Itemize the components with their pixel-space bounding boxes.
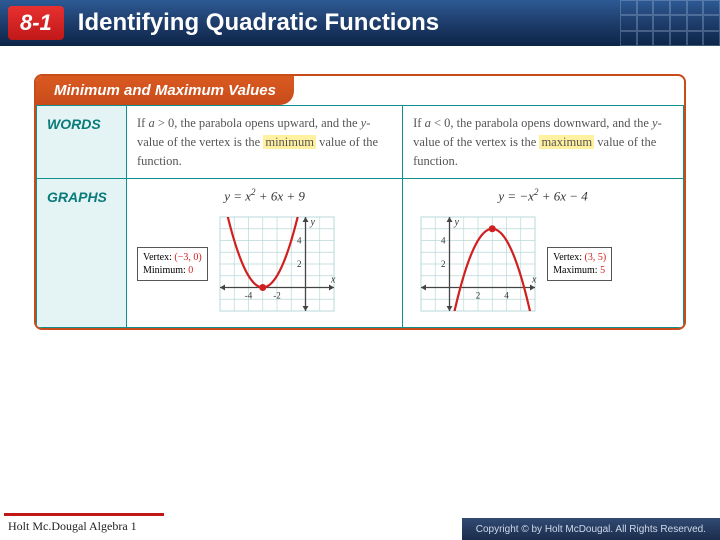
row-label-words: WORDS	[37, 106, 127, 179]
footer-right: Copyright © by Holt McDougal. All Rights…	[462, 518, 720, 540]
svg-text:-2: -2	[273, 290, 281, 300]
row-label-graphs: GRAPHS	[37, 179, 127, 327]
lesson-badge: 8-1	[8, 6, 64, 40]
words-row: WORDS If a > 0, the parabola opens upwar…	[37, 106, 684, 179]
content-area: Minimum and Maximum Values WORDS If a > …	[0, 46, 720, 358]
graph-right-cell: y = −x2 + 6x − 4 2 4 2 4 x y Vertex: (3, 5) M…	[403, 179, 684, 327]
plot-left: -4 -2 2 4 x y	[212, 209, 342, 319]
svg-text:2: 2	[441, 259, 446, 269]
graphs-row: GRAPHS y = x2 + 6x + 9 Vertex: (−3, 0) M…	[37, 179, 684, 327]
minmax-table: Minimum and Maximum Values WORDS If a > …	[34, 74, 686, 330]
page-title: Identifying Quadratic Functions	[78, 9, 439, 37]
plot-right: 2 4 2 4 x y	[413, 209, 543, 319]
footer-left: Holt Mc.Dougal Algebra 1	[8, 519, 137, 534]
svg-text:x: x	[531, 274, 537, 285]
graph-left-cell: y = x2 + 6x + 9 Vertex: (−3, 0) Minimum:…	[127, 179, 403, 327]
svg-text:4: 4	[297, 235, 302, 245]
svg-text:y: y	[454, 217, 460, 228]
callout-right: Vertex: (3, 5) Maximum: 5	[547, 247, 612, 281]
header-grid-deco	[620, 0, 720, 46]
callout-left: Vertex: (−3, 0) Minimum: 0	[137, 247, 208, 281]
svg-text:2: 2	[297, 259, 302, 269]
equation-right: y = −x2 + 6x − 4	[413, 187, 673, 204]
equation-left: y = x2 + 6x + 9	[137, 187, 392, 204]
footer: Holt Mc.Dougal Algebra 1 Copyright © by …	[0, 510, 720, 540]
words-left: If a > 0, the parabola opens upward, and…	[127, 106, 403, 179]
svg-text:x: x	[330, 274, 336, 285]
table-tab: Minimum and Maximum Values	[36, 76, 294, 105]
svg-text:-4: -4	[244, 290, 252, 300]
svg-text:2: 2	[476, 290, 481, 300]
svg-text:4: 4	[504, 290, 509, 300]
footer-accent	[4, 513, 164, 516]
svg-text:y: y	[309, 217, 315, 228]
header-bar: 8-1 Identifying Quadratic Functions	[0, 0, 720, 46]
svg-text:4: 4	[441, 235, 446, 245]
words-right: If a < 0, the parabola opens downward, a…	[403, 106, 684, 179]
